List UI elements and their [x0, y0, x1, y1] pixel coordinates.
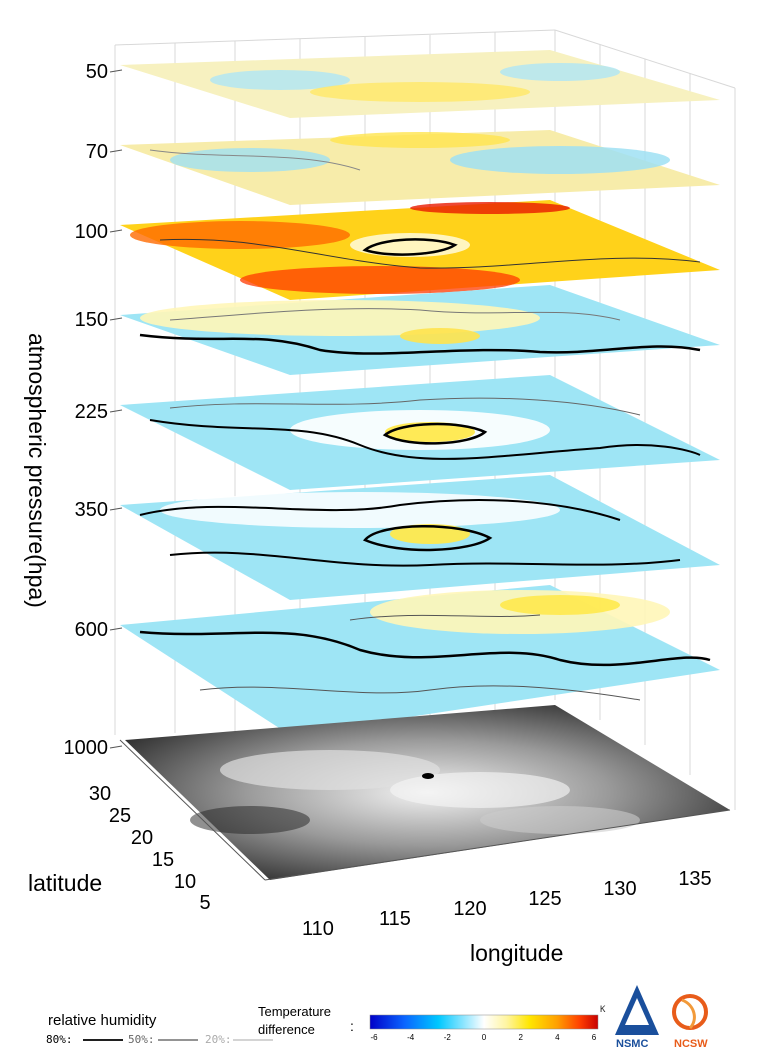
nsmc-logo	[615, 985, 659, 1035]
ncsw-logo-text: NCSW	[674, 1038, 708, 1050]
pressure-tick-label: 100	[75, 221, 108, 243]
colorbar-colon: :	[350, 1018, 354, 1034]
colorbar-unit: K	[600, 1005, 606, 1015]
latitude-tick-label: 10	[174, 871, 196, 893]
colorbar-tick-label: 0	[482, 1033, 487, 1042]
pressure-ticks: 50 70 100 150 225 350 600 1000	[64, 61, 123, 759]
colorbar-tick-label: 2	[518, 1033, 523, 1042]
pressure-tick-mark	[109, 627, 123, 631]
front-axes	[119, 739, 731, 881]
pressure-tick-mark	[109, 507, 123, 511]
pressure-tick-mark	[109, 745, 123, 749]
longitude-tick-label: 125	[528, 888, 561, 910]
colorbar-gradient	[369, 1014, 599, 1030]
pressure-tick-label: 225	[75, 401, 108, 423]
pressure-tick-mark	[109, 69, 123, 73]
latitude-tick-label: 5	[199, 892, 210, 914]
pressure-tick-label: 350	[75, 499, 108, 521]
humidity-legend-title: relative humidity	[48, 1012, 157, 1029]
layer-70	[120, 130, 720, 205]
layer-225	[120, 375, 720, 490]
pressure-tick-mark	[109, 409, 123, 413]
pressure-tick-label: 1000	[64, 737, 109, 759]
longitude-title: longitude	[470, 940, 564, 966]
nsmc-logo-text: NSMC	[616, 1038, 649, 1050]
pressure-tick-mark	[109, 229, 123, 233]
colorbar-tick-label: 4	[555, 1033, 560, 1042]
latitude-tick-label: 30	[89, 783, 111, 805]
layer-50	[120, 50, 720, 118]
ncsw-logo	[672, 994, 708, 1030]
latitude-tick-label: 20	[131, 827, 153, 849]
longitude-tick-label: 130	[603, 878, 636, 900]
longitude-tick-label: 110	[302, 918, 334, 940]
latitude-title: latitude	[28, 870, 103, 896]
layer-150	[120, 285, 720, 375]
colorbar-tick-label: -6	[370, 1033, 378, 1042]
latitude-tick-label: 15	[152, 849, 174, 871]
y-axis-title: atmospheric pressure(hpa)	[24, 332, 50, 608]
humidity-20-label: 20%:	[205, 1033, 232, 1046]
colorbar-tick-label: 6	[592, 1033, 597, 1042]
longitude-ticks: 110 115 120 125 130 135	[302, 868, 712, 940]
pressure-tick-label: 150	[75, 309, 108, 331]
longitude-tick-label: 115	[379, 908, 411, 930]
pressure-tick-mark	[109, 317, 123, 321]
layer-1000	[125, 705, 730, 880]
layer-100	[120, 200, 720, 300]
longitude-tick-label: 120	[453, 898, 486, 920]
humidity-80-label: 80%:	[46, 1033, 73, 1046]
latitude-tick-label: 25	[109, 805, 131, 827]
humidity-50-label: 50%:	[128, 1033, 155, 1046]
colorbar: -6 -4 -2 0 2 4 6	[369, 1014, 599, 1042]
colorbar-ticks: -6 -4 -2 0 2 4 6	[370, 1033, 596, 1042]
layer-350	[120, 475, 720, 600]
pressure-layers	[120, 50, 730, 880]
pressure-tick-label: 70	[86, 141, 108, 163]
pressure-tick-mark	[109, 149, 123, 153]
pressure-tick-label: 600	[75, 619, 108, 641]
pressure-tick-label: 50	[86, 61, 108, 83]
layer-600	[120, 585, 720, 735]
colorbar-tick-label: -4	[407, 1033, 415, 1042]
longitude-tick-label: 135	[678, 868, 711, 890]
colorbar-title: Temperature difference	[258, 1004, 331, 1037]
colorbar-tick-label: -2	[444, 1033, 452, 1042]
